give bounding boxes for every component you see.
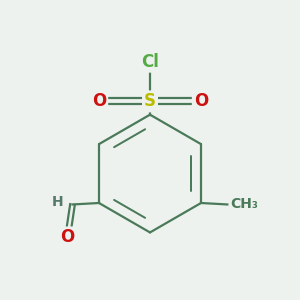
Text: O: O <box>60 229 74 246</box>
Text: CH₃: CH₃ <box>230 197 258 212</box>
Text: H: H <box>52 195 63 209</box>
Text: Cl: Cl <box>141 53 159 71</box>
Text: O: O <box>194 92 208 110</box>
Text: O: O <box>92 92 106 110</box>
Text: S: S <box>144 92 156 110</box>
